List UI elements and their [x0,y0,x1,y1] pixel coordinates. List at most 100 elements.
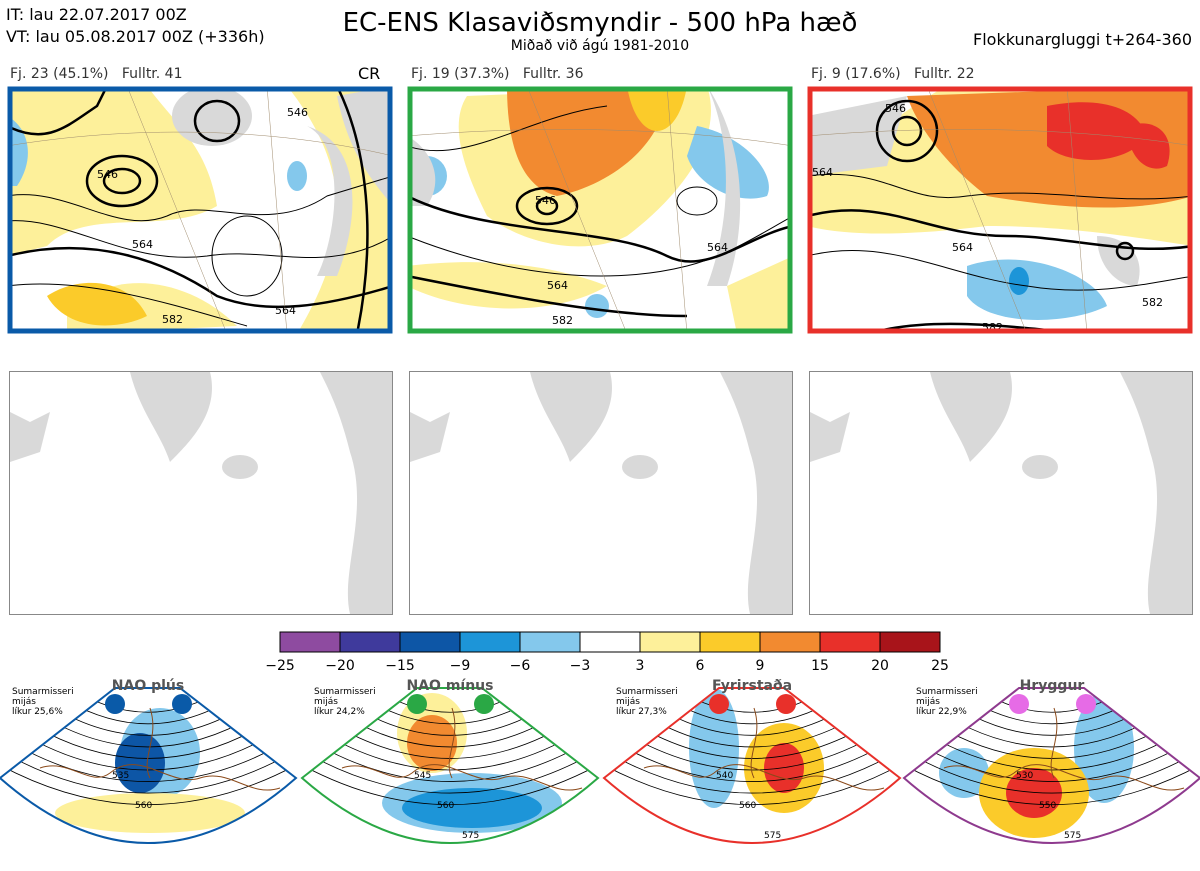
regime-contour-label: 530 [1016,771,1033,781]
regime-title: Hryggur [1020,678,1085,694]
cluster-1-size: Fj. 23 (45.1%) [10,66,109,82]
cluster-1-contour-label: 564 [275,304,296,317]
regime-dot-icon [407,694,427,714]
height-contour [943,688,1161,713]
cluster-3-contour-label: 582 [982,321,1003,334]
page-title: EC-ENS Klasaviðsmyndir - 500 hPa hæð [342,8,858,38]
regime-title: NAO plús [112,678,184,694]
cluster-3-rep: Fulltr. 22 [913,66,975,82]
regime-dot-icon [776,694,796,714]
anomaly-shading [402,788,542,828]
regime-dot-icon [172,694,192,714]
regime-info: líkur 27,3% [616,707,667,717]
regime-contour-label: 550 [1039,801,1056,811]
colorbar-swatch [879,631,941,653]
height-contour [904,694,1200,794]
initial-time: IT: lau 22.07.2017 00Z [6,5,187,24]
colorbar-tick-label: 15 [811,658,829,674]
colorbar-tick-label: 9 [756,658,765,674]
height-contour [0,698,296,805]
cluster-2-map: 546 564 582 564 [407,86,793,334]
height-contour [643,688,861,713]
height-contour [904,698,1200,805]
height-contour [604,694,900,794]
colorbar-tick-label: 6 [696,658,705,674]
anomaly-shading [407,715,457,771]
colorbar-swatch [639,631,701,653]
regime-contour-label: 575 [462,831,479,841]
height-contour [0,694,296,794]
cluster-1-frame [7,86,393,334]
coastline [39,707,281,791]
colorbar-swatch [699,631,761,653]
empty-map-2 [409,371,793,615]
colorbar-swatch [519,631,581,653]
anomaly-shading [1006,768,1062,818]
regime-dot-icon [1009,694,1029,714]
cluster-1-contour-label: 546 [287,106,308,119]
cluster-1-map: 546 564 582 546 564 [7,86,393,334]
regime-frame [300,687,600,844]
regime-info: mijás [314,697,338,707]
regime-contour-label: 560 [135,801,152,811]
cluster-3-label: Fj. 9 (17.6%) Fulltr. 22 [811,66,975,82]
cluster-3-contour-label: 564 [952,241,973,254]
regime-dot-icon [1076,694,1096,714]
cluster-2-contour-label: 546 [535,194,556,207]
regime-dot-icon [105,694,125,714]
height-contour [604,698,900,805]
regime-info: Sumarmisseri [12,687,74,697]
colorbar-swatch [459,631,521,653]
anomaly-shading [115,733,165,793]
regime-contour-label: 560 [739,801,756,811]
regime-dot-icon [474,694,494,714]
height-contour [0,689,296,782]
page-subtitle: Miðað við ágú 1981-2010 [510,38,690,54]
anomaly-shading [55,793,245,833]
regime-dot-icon [709,694,729,714]
colorbar: −25 −20 −15 −9 −6 −3 3 6 9 15 20 25 [265,631,949,674]
regime-frame [902,687,1200,844]
regime-contour-label: 575 [764,831,781,841]
colorbar-tick-label: −15 [385,658,415,674]
regime-info: Sumarmisseri [616,687,678,697]
cluster-1-tag: CR [358,64,381,83]
colorbar-tick-label: −25 [265,658,295,674]
cluster-1-contour-label: 582 [162,313,183,326]
cluster-1-contour-label: 564 [132,238,153,251]
height-contour [302,698,598,805]
cluster-2-size: Fj. 19 (37.3%) [411,66,510,82]
regime-contour-label: 545 [414,771,431,781]
empty-map-1 [9,371,393,615]
colorbar-tick-label: 25 [931,658,949,674]
cluster-2-contour-label: 564 [547,279,568,292]
header-info: IT: lau 22.07.2017 00Z VT: lau 05.08.201… [6,4,265,48]
colorbar-swatch [279,631,341,653]
cluster-1-label: Fj. 23 (45.1%) Fulltr. 41 [10,66,183,82]
height-contour [39,688,257,713]
coastline [943,707,1185,791]
cluster-2-contour-label: 564 [707,241,728,254]
regime-info: mijás [916,697,940,707]
colorbar-tick-label: −3 [570,658,591,674]
colorbar-tick-label: −20 [325,658,355,674]
regime-frame [0,687,298,844]
regime-info: líkur 22,9% [916,707,967,717]
cluster-2-frame [407,86,793,334]
colorbar-swatch [759,631,821,653]
regime-title: NAO mínus [407,678,494,694]
colorbar-tick-label: 3 [636,658,645,674]
height-contour [302,689,598,782]
regime-info: líkur 25,6% [12,707,63,717]
colorbar-tick-label: 20 [871,658,889,674]
cluster-3-size: Fj. 9 (17.6%) [811,66,901,82]
regime-contour-label: 560 [437,801,454,811]
colorbar-swatch [579,631,641,653]
colorbar-swatch [339,631,401,653]
colorbar-swatch [399,631,461,653]
cluster-1-rep: Fulltr. 41 [121,66,183,82]
cluster-3-contour-label: 564 [812,166,833,179]
